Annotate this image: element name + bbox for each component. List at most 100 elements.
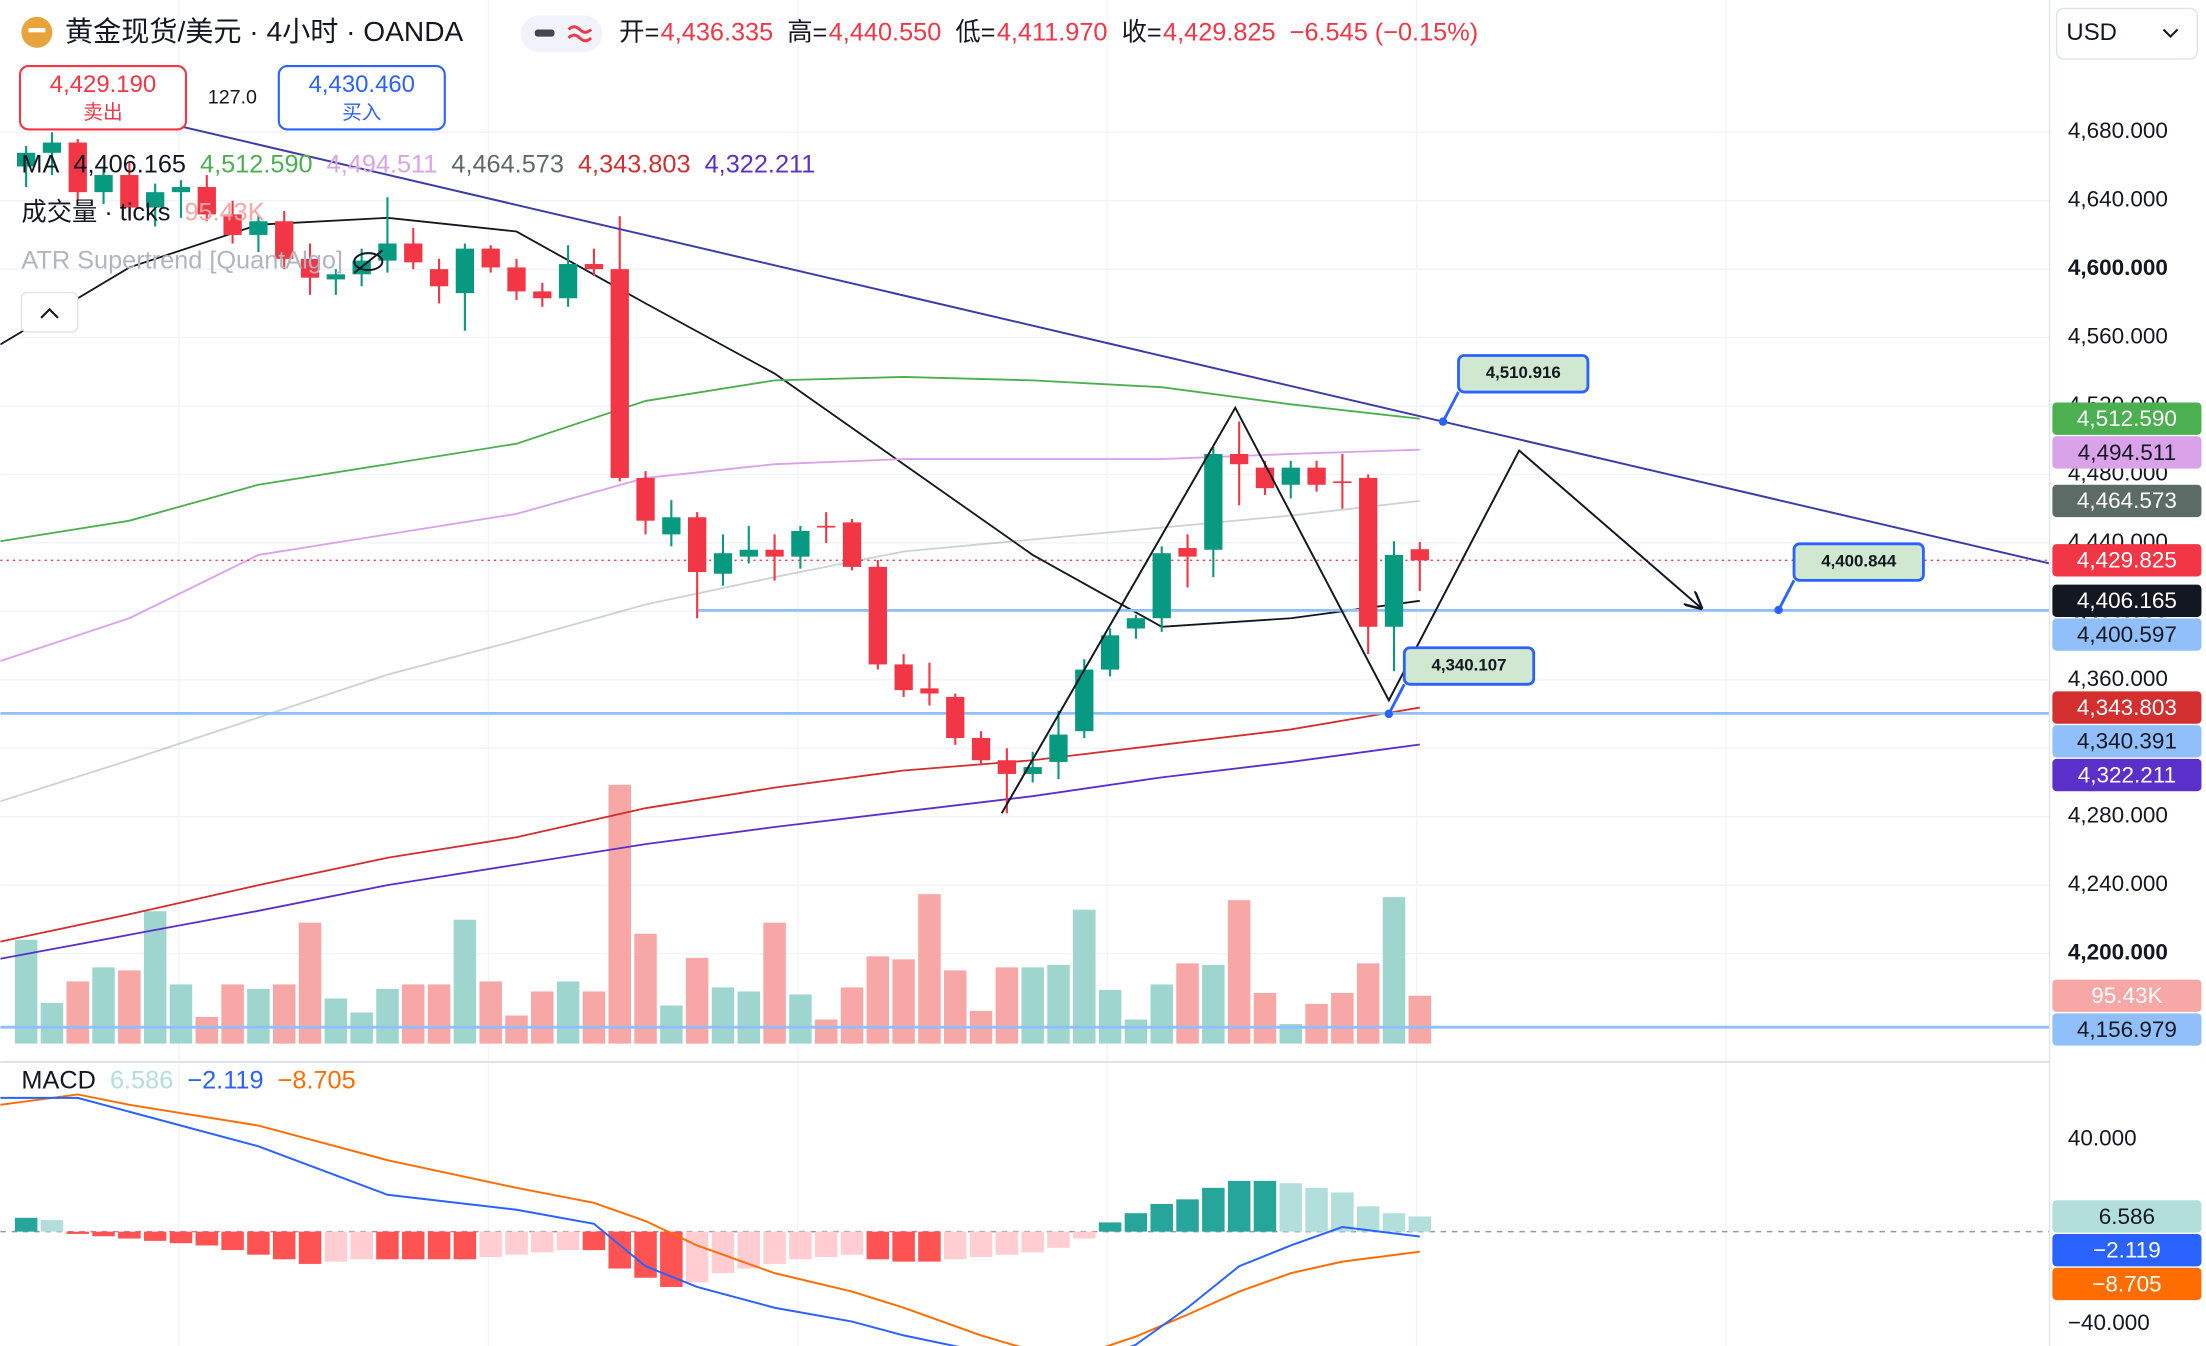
y-tick-label: 4,600.000 xyxy=(2068,255,2168,280)
volume-bar xyxy=(1073,909,1096,1044)
sell-label[interactable]: 卖出 xyxy=(83,102,122,124)
y-tick-label: 4,560.000 xyxy=(2068,324,2168,349)
ma-line xyxy=(0,376,1420,543)
volume-bar xyxy=(660,1005,683,1044)
macd-hist-bar xyxy=(92,1231,115,1237)
candle-body xyxy=(1307,467,1326,485)
price-badge xyxy=(2052,618,2202,651)
volume-bar xyxy=(427,984,451,1044)
candle-body xyxy=(42,142,62,153)
volume-bar xyxy=(376,988,399,1044)
ma-line xyxy=(0,499,1420,803)
currency-box[interactable] xyxy=(2055,7,2198,60)
volume-bar xyxy=(195,1017,219,1044)
signal-line xyxy=(0,1093,1420,1346)
sell-price[interactable]: 4,429.190 xyxy=(50,71,156,98)
signal-value: −8.705 xyxy=(278,1066,356,1094)
candle-body xyxy=(326,274,345,280)
candle-body xyxy=(894,664,913,691)
macd-hist-bar xyxy=(789,1231,812,1260)
price-badge-label: 4,340.391 xyxy=(2077,729,2177,754)
ma-line xyxy=(0,743,1420,960)
volume-bar xyxy=(1331,992,1354,1044)
trend-line xyxy=(168,122,2050,565)
macd-tick-label: 40.000 xyxy=(2068,1125,2137,1150)
ma-value: 4,464.573 xyxy=(451,151,564,179)
volume-bar xyxy=(1408,995,1432,1044)
candle-body xyxy=(300,258,320,278)
volume-bar xyxy=(479,981,502,1044)
macd-hist-bar xyxy=(1305,1187,1328,1232)
candle-body xyxy=(1204,453,1223,550)
candle-body xyxy=(791,530,810,557)
ohlc-key: 高= xyxy=(787,18,827,46)
candle-body xyxy=(636,477,655,521)
candle-body xyxy=(249,221,268,235)
macd-hist-bar xyxy=(1124,1213,1148,1232)
candle-body xyxy=(94,175,113,193)
macd-hist-bar xyxy=(1047,1231,1070,1248)
hide-icon-slash xyxy=(353,249,383,274)
macd-label: MACD xyxy=(21,1066,95,1094)
buy-button[interactable] xyxy=(277,65,446,131)
volume-bar xyxy=(298,922,322,1044)
indicator-label: ATR Supertrend [QuantAlgo] xyxy=(21,246,343,274)
y-tick-label: 4,640.000 xyxy=(2068,187,2168,212)
price-badge xyxy=(2052,1013,2202,1046)
collapse-button[interactable] xyxy=(20,291,79,333)
volume-bar xyxy=(118,970,141,1044)
callout-anchor xyxy=(1438,417,1448,426)
candle-body xyxy=(275,221,294,259)
price-badge xyxy=(2052,1234,2202,1267)
volume-bar xyxy=(1356,963,1380,1044)
candle-body xyxy=(1384,554,1404,627)
y-tick-label: 4,360.000 xyxy=(2068,666,2168,691)
volume-bar xyxy=(1279,1024,1303,1044)
buy-label[interactable]: 买入 xyxy=(342,102,381,124)
candle-body xyxy=(971,738,991,761)
candle-body xyxy=(1075,669,1094,732)
buy-price[interactable]: 4,430.460 xyxy=(309,71,415,98)
callout-box xyxy=(1457,354,1590,394)
callout-anchor xyxy=(1384,709,1394,719)
candle-body xyxy=(713,553,733,574)
volume-bar xyxy=(840,987,864,1044)
volume-bar xyxy=(918,894,941,1044)
ohlc-value: 4,429.825 xyxy=(1163,18,1276,46)
volume-bar xyxy=(556,981,580,1044)
volume-bar xyxy=(272,984,296,1044)
candle-body xyxy=(171,187,191,193)
legend: MA 4,406.165 4,512.590 4,494.511 4,464.573 4,… xyxy=(21,151,815,1095)
macd-hist-bar xyxy=(840,1231,864,1255)
macd-hist-bar xyxy=(453,1231,477,1260)
macd-hist-bar xyxy=(608,1231,631,1269)
price-badge xyxy=(2052,584,2202,618)
macd-hist-bar xyxy=(350,1231,373,1260)
volume-bar xyxy=(711,987,735,1044)
macd-hist-bar xyxy=(1356,1206,1380,1232)
ma-line xyxy=(0,706,1420,943)
zigzag xyxy=(1000,405,1701,814)
price-badge-label: −8.705 xyxy=(2092,1271,2161,1296)
candle-body xyxy=(997,760,1017,774)
volume-bar xyxy=(789,994,812,1044)
volume-bar xyxy=(1124,1019,1148,1044)
macd-hist-bar xyxy=(272,1231,296,1260)
status-wave xyxy=(567,25,593,43)
candle-body xyxy=(1230,453,1249,465)
y-tick-label: 4,200.000 xyxy=(2068,940,2168,965)
candle-body xyxy=(429,269,449,287)
sell-button[interactable] xyxy=(18,65,188,131)
candle-body xyxy=(481,248,500,268)
volume-bar xyxy=(247,988,270,1044)
collapse-chevron xyxy=(40,307,59,319)
currency[interactable]: USD xyxy=(2066,19,2116,46)
ohlc-value: 4,440.550 xyxy=(829,18,942,46)
candle-body xyxy=(558,264,578,299)
ma-value: 4,494.511 xyxy=(327,151,438,179)
candle-body xyxy=(1281,467,1300,485)
callout-label: 4,400.844 xyxy=(1821,552,1897,571)
ohlc-key: 开= xyxy=(619,18,659,46)
ma-value: 4,322.211 xyxy=(705,151,816,179)
